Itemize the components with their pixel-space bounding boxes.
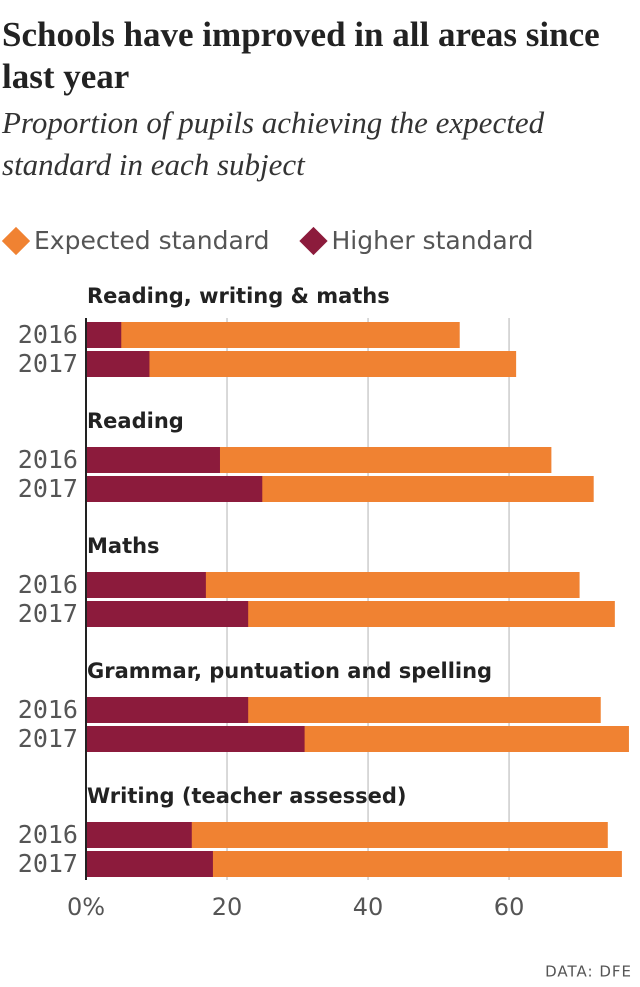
bar bbox=[86, 601, 249, 627]
legend-label: Expected standard bbox=[34, 226, 269, 255]
y-tick-label: 2016 bbox=[18, 445, 78, 474]
group-title: Writing (teacher assessed) bbox=[87, 784, 407, 808]
x-tick-label: 0% bbox=[67, 893, 105, 921]
bar bbox=[86, 822, 192, 848]
legend-label: Higher standard bbox=[331, 226, 533, 255]
source: DATA: DFE bbox=[545, 963, 632, 981]
y-tick-label: 2016 bbox=[18, 570, 78, 599]
y-tick-label: 2016 bbox=[18, 695, 78, 724]
bar bbox=[86, 726, 305, 752]
y-tick-label: 2017 bbox=[18, 349, 78, 378]
x-tick-label: 40 bbox=[353, 893, 384, 921]
group-title: Maths bbox=[87, 534, 160, 558]
y-tick-label: 2017 bbox=[18, 474, 78, 503]
x-tick-label: 60 bbox=[494, 893, 525, 921]
group-title: Reading, writing & maths bbox=[87, 284, 390, 308]
y-tick-label: 2017 bbox=[18, 724, 78, 753]
x-tick-label: 20 bbox=[212, 893, 243, 921]
bar bbox=[86, 851, 213, 877]
legend-marker bbox=[299, 226, 328, 256]
group-title: Reading bbox=[87, 409, 184, 433]
y-tick-label: 2016 bbox=[18, 320, 78, 349]
group-title: Grammar, puntuation and spelling bbox=[87, 659, 492, 683]
legend-marker bbox=[1, 226, 31, 256]
y-tick-label: 2017 bbox=[18, 849, 78, 878]
header: Schools have improved in all areas since… bbox=[2, 14, 638, 186]
bar bbox=[86, 351, 150, 377]
bar bbox=[86, 447, 220, 473]
bar bbox=[86, 322, 122, 348]
bar bbox=[86, 476, 263, 502]
bar bbox=[86, 572, 206, 598]
bar bbox=[86, 697, 249, 723]
bar bbox=[86, 351, 517, 377]
bar bbox=[86, 322, 460, 348]
y-tick-label: 2016 bbox=[18, 820, 78, 849]
y-tick-label: 2017 bbox=[18, 599, 78, 628]
chart-subtitle: Proportion of pupils achieving the expec… bbox=[2, 105, 545, 182]
chart-title: Schools have improved in all areas since… bbox=[2, 15, 600, 96]
